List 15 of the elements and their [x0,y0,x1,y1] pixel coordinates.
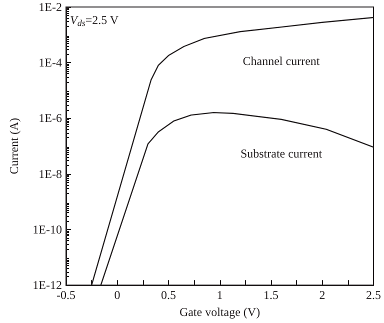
x-axis-title: Gate voltage (V) [179,305,260,319]
x-tick-label: 1.5 [264,288,278,302]
x-tick-label: 2.5 [366,288,381,302]
y-tick-label: 1E-4 [38,56,62,70]
y-axis-title: Current (A) [7,118,21,174]
x-tick-label: 2 [319,288,326,302]
y-tick-label: 1E-10 [32,222,62,236]
y-tick-label: 1E-6 [38,111,62,126]
y-tick-label: 1E-8 [38,166,62,181]
y-tick-label: 1E-2 [38,0,62,14]
x-tick-label: 0 [114,288,120,302]
x-tick-label: 1 [216,288,223,302]
series-label: Substrate current [240,146,323,160]
series-label: Channel current [242,54,320,68]
x-tick-label: 0.5 [161,288,176,302]
